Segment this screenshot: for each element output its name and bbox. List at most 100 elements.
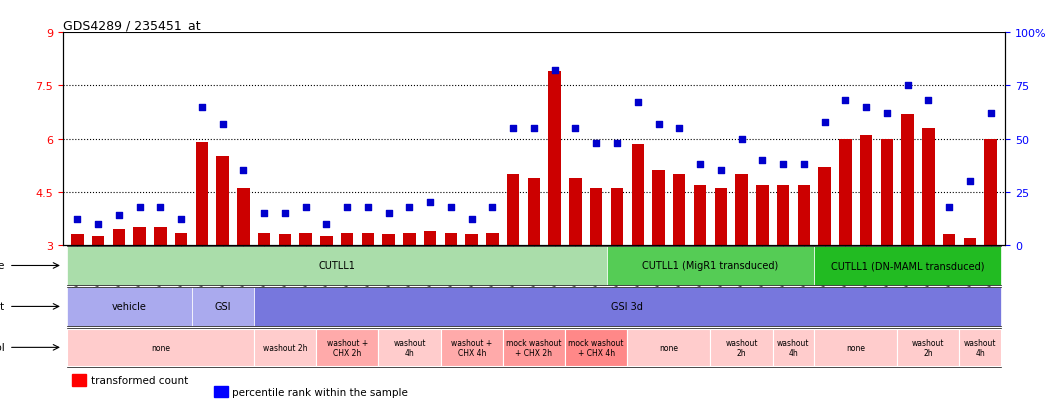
FancyBboxPatch shape: [67, 287, 192, 326]
Bar: [214, 386, 227, 397]
Bar: [714, 189, 727, 245]
Bar: [196, 143, 208, 245]
Text: washout
2h: washout 2h: [726, 338, 758, 357]
Bar: [694, 185, 707, 245]
Bar: [777, 185, 789, 245]
Point: [671, 125, 688, 132]
Point: [443, 204, 460, 211]
Text: GSI 3d: GSI 3d: [611, 301, 643, 312]
Point: [712, 168, 729, 174]
FancyBboxPatch shape: [565, 329, 627, 366]
Text: washout +
CHX 2h: washout + CHX 2h: [327, 338, 367, 357]
Bar: [320, 237, 333, 245]
Bar: [984, 139, 997, 245]
FancyBboxPatch shape: [67, 329, 253, 366]
Text: protocol: protocol: [0, 342, 4, 353]
Text: washout +
CHX 4h: washout + CHX 4h: [451, 338, 492, 357]
Bar: [591, 189, 602, 245]
FancyBboxPatch shape: [773, 329, 815, 366]
Point: [857, 104, 874, 111]
FancyBboxPatch shape: [815, 246, 1001, 285]
FancyBboxPatch shape: [503, 329, 565, 366]
Point: [276, 210, 293, 217]
Bar: [528, 178, 540, 245]
Point: [215, 121, 231, 128]
FancyBboxPatch shape: [67, 246, 606, 285]
Text: GDS4289 / 235451_at: GDS4289 / 235451_at: [63, 19, 200, 32]
Point: [235, 168, 251, 174]
Bar: [922, 128, 935, 245]
Point: [878, 110, 895, 117]
Bar: [133, 228, 146, 245]
Text: cell line: cell line: [0, 261, 4, 271]
Bar: [361, 233, 374, 245]
Point: [111, 212, 128, 219]
Point: [297, 204, 314, 211]
Point: [401, 204, 418, 211]
Text: none: none: [660, 343, 678, 352]
FancyBboxPatch shape: [897, 329, 959, 366]
Bar: [819, 168, 830, 245]
Point: [69, 217, 86, 223]
Point: [587, 140, 604, 147]
Bar: [570, 178, 582, 245]
Point: [837, 98, 853, 104]
Bar: [881, 139, 893, 245]
Point: [131, 204, 148, 211]
Point: [692, 161, 709, 168]
Text: washout 2h: washout 2h: [263, 343, 307, 352]
Text: CUTLL1: CUTLL1: [318, 261, 355, 271]
Bar: [756, 185, 768, 245]
Text: vehicle: vehicle: [112, 301, 147, 312]
Bar: [424, 231, 437, 245]
Point: [629, 100, 646, 107]
Bar: [486, 233, 498, 245]
Text: mock washout
+ CHX 4h: mock washout + CHX 4h: [569, 338, 624, 357]
FancyBboxPatch shape: [253, 329, 316, 366]
Bar: [217, 157, 229, 245]
Text: none: none: [151, 343, 170, 352]
Point: [796, 161, 812, 168]
Bar: [963, 238, 976, 245]
Bar: [860, 136, 872, 245]
Text: percentile rank within the sample: percentile rank within the sample: [232, 387, 408, 397]
Bar: [610, 189, 623, 245]
Bar: [71, 235, 84, 245]
Text: CUTLL1 (MigR1 transduced): CUTLL1 (MigR1 transduced): [642, 261, 779, 271]
Bar: [403, 233, 416, 245]
Point: [899, 83, 916, 90]
Point: [194, 104, 210, 111]
Bar: [839, 139, 851, 245]
Point: [982, 110, 999, 117]
Point: [318, 221, 335, 228]
Point: [339, 204, 356, 211]
Bar: [299, 233, 312, 245]
Text: washout
4h: washout 4h: [394, 338, 426, 357]
Text: agent: agent: [0, 301, 4, 312]
Bar: [175, 233, 187, 245]
Text: CUTLL1 (DN-MAML transduced): CUTLL1 (DN-MAML transduced): [831, 261, 984, 271]
Point: [567, 125, 584, 132]
Text: transformed count: transformed count: [91, 375, 188, 385]
Bar: [258, 233, 270, 245]
FancyBboxPatch shape: [606, 246, 815, 285]
Bar: [72, 375, 86, 386]
Bar: [445, 233, 458, 245]
Bar: [901, 114, 914, 245]
FancyBboxPatch shape: [627, 329, 711, 366]
Point: [152, 204, 169, 211]
FancyBboxPatch shape: [253, 287, 1001, 326]
Point: [505, 125, 521, 132]
Bar: [735, 175, 748, 245]
Bar: [631, 145, 644, 245]
Text: washout
4h: washout 4h: [777, 338, 809, 357]
Text: washout
4h: washout 4h: [964, 338, 997, 357]
FancyBboxPatch shape: [441, 329, 503, 366]
Point: [359, 204, 376, 211]
Point: [650, 121, 667, 128]
Point: [422, 199, 439, 206]
Point: [920, 98, 937, 104]
FancyBboxPatch shape: [316, 329, 378, 366]
FancyBboxPatch shape: [815, 329, 897, 366]
Bar: [154, 228, 166, 245]
